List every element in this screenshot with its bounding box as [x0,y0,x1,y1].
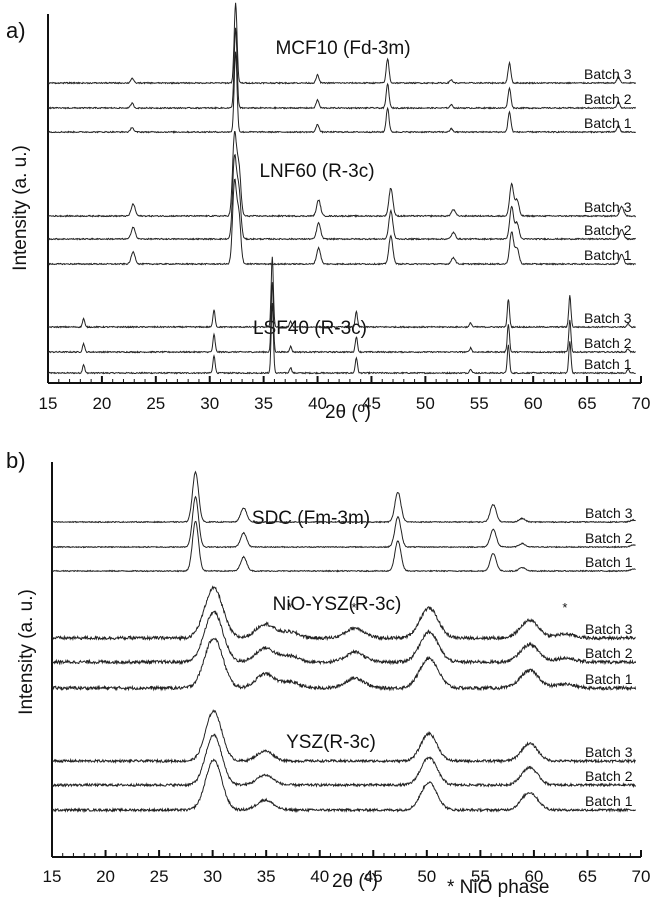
pattern-line [51,709,636,765]
panel-a-letter: a) [6,18,26,43]
pattern-group: LNF60 (R-3c) Batch 1 Batch 2 Batch 3 [47,131,637,266]
x-tick-label: 15 [43,867,62,886]
batch-label: Batch 1 [585,671,633,687]
nio-marker: * [351,600,356,615]
pattern-line [47,2,637,85]
batch-label: Batch 3 [585,744,633,760]
pattern-line [48,131,637,218]
pattern-line [47,282,636,354]
x-tick-label: 30 [203,867,222,886]
x-tick-label: 40 [310,867,329,886]
pattern-line [51,637,637,692]
batch-label: Batch 1 [585,793,633,809]
x-tick-label: 70 [632,394,651,413]
batch-label: Batch 2 [584,222,632,238]
pattern-line [47,178,637,266]
panel-b: 15 20 25 30 35 40 45 50 55 60 65 70 SDC (Fm-3m) Batch… [43,462,651,886]
x-tick-label: 70 [632,867,651,886]
x-tick-label: 50 [416,394,435,413]
panel-a-ylabel: Intensity (a. u.) [10,145,31,271]
batch-label: Batch 1 [584,115,632,131]
pattern-line [51,520,636,573]
group-label: NiO-YSZ(R-3c) [273,594,402,615]
pattern-line [47,51,636,134]
batch-label: Batch 2 [585,645,633,661]
pattern-group: SDC (Fm-3m) Batch 1 Batch 2 Batch 3 [51,470,636,573]
panel-b-xlabel: 2θ (º) [332,871,378,892]
nio-marker: * [562,600,567,615]
batch-label: Batch 2 [584,91,632,107]
group-label: SDC (Fm-3m) [252,508,370,529]
x-tick-label: 65 [578,394,597,413]
batch-label: Batch 2 [585,530,633,546]
panel-a: 15 20 25 30 35 40 45 50 55 60 65 70 LSF40 (R-3c) Batc… [39,2,651,413]
batch-label: Batch 3 [584,199,632,215]
panel-a-xlabel: 2θ (º) [325,402,371,423]
nio-phase-note: * NiO phase [447,877,549,898]
panel-b-letter: b) [6,448,26,473]
x-tick-label: 55 [471,867,490,886]
x-tick-label: 60 [524,867,543,886]
x-tick-label: 45 [364,867,383,886]
pattern-line [51,610,637,666]
x-tick-label: 65 [578,867,597,886]
batch-label: Batch 3 [585,621,633,637]
x-tick-label: 30 [200,394,219,413]
group-label: LSF40 (R-3c) [253,318,367,339]
pattern-line [47,153,636,241]
batch-label: Batch 1 [584,356,632,372]
x-tick-label: 50 [417,867,436,886]
pattern-line [47,302,636,375]
pattern-line [51,470,636,524]
batch-label: Batch 3 [584,310,632,326]
panel-b-ylabel: Intensity (a. u.) [16,589,37,715]
x-tick-label: 20 [92,394,111,413]
x-tick-label: 40 [308,394,327,413]
x-tick-label: 35 [257,867,276,886]
x-tick-label: 45 [362,394,381,413]
pattern-line [47,27,637,110]
x-tick-label: 15 [39,394,58,413]
batch-label: Batch 1 [585,554,633,570]
pattern-line [52,758,637,814]
pattern-line [51,495,636,549]
pattern-line [51,585,636,642]
batch-label: Batch 1 [584,247,632,263]
x-tick-label: 20 [96,867,115,886]
batch-label: Batch 2 [585,768,633,784]
group-label: LNF60 (R-3c) [259,161,374,182]
group-label: MCF10 (Fd-3m) [275,38,410,59]
batch-label: Batch 3 [584,66,632,82]
pattern-line [48,256,636,329]
pattern-group: YSZ(R-3c) Batch 1 Batch 2 Batch 3 [51,709,637,814]
batch-label: Batch 2 [584,335,632,351]
pattern-group: LSF40 (R-3c) Batch 1 Batch 2 Batch 3 [47,256,636,375]
x-tick-label: 25 [146,394,165,413]
pattern-group: NiO-YSZ(R-3c) Batch 1 Batch 2 Batch 3 * * * [51,585,637,692]
x-tick-label: 55 [470,394,489,413]
x-tick-label: 25 [150,867,169,886]
x-tick-label: 35 [254,394,273,413]
pattern-group: MCF10 (Fd-3m) Batch 1 Batch 2 Batch 3 [47,2,637,134]
group-label: YSZ(R-3c) [286,732,376,753]
batch-label: Batch 3 [585,505,633,521]
nio-marker: * [287,600,292,615]
x-tick-label: 60 [524,394,543,413]
pattern-line [51,733,637,789]
